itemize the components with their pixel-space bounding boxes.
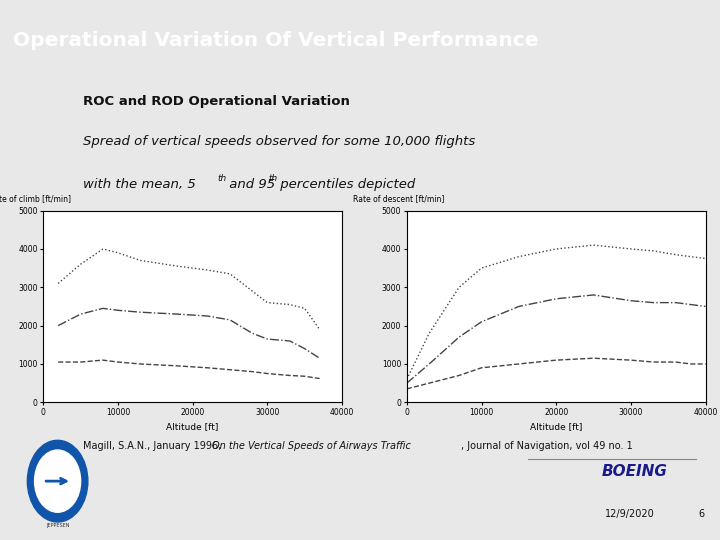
Text: Magill, S.A.N., January 1996,: Magill, S.A.N., January 1996, (83, 441, 224, 451)
X-axis label: Altitude [ft]: Altitude [ft] (166, 422, 219, 431)
Text: Rate of climb [ft/min]: Rate of climb [ft/min] (0, 194, 71, 203)
Text: Rate of descent [ft/min]: Rate of descent [ft/min] (353, 194, 444, 203)
Text: and 95: and 95 (225, 178, 276, 191)
Text: with the mean, 5: with the mean, 5 (83, 178, 196, 191)
Text: ROC and ROD Operational Variation: ROC and ROD Operational Variation (83, 94, 350, 107)
Text: th: th (269, 174, 278, 183)
Text: Operational Variation Of Vertical Performance: Operational Variation Of Vertical Perfor… (13, 31, 539, 50)
Text: 12/9/2020: 12/9/2020 (605, 509, 654, 519)
Text: 6: 6 (698, 509, 705, 519)
X-axis label: Altitude [ft]: Altitude [ft] (530, 422, 582, 431)
Text: th: th (217, 174, 227, 183)
Text: , Journal of Navigation, vol 49 no. 1: , Journal of Navigation, vol 49 no. 1 (461, 441, 633, 451)
Text: BOEING: BOEING (601, 464, 667, 479)
Text: On the Vertical Speeds of Airways Traffic: On the Vertical Speeds of Airways Traffi… (212, 441, 411, 451)
Text: JEPPESEN: JEPPESEN (46, 523, 69, 528)
Text: Spread of vertical speeds observed for some 10,000 flights: Spread of vertical speeds observed for s… (83, 135, 475, 148)
Circle shape (35, 450, 81, 512)
Text: percentiles depicted: percentiles depicted (276, 178, 415, 191)
Circle shape (27, 440, 88, 522)
